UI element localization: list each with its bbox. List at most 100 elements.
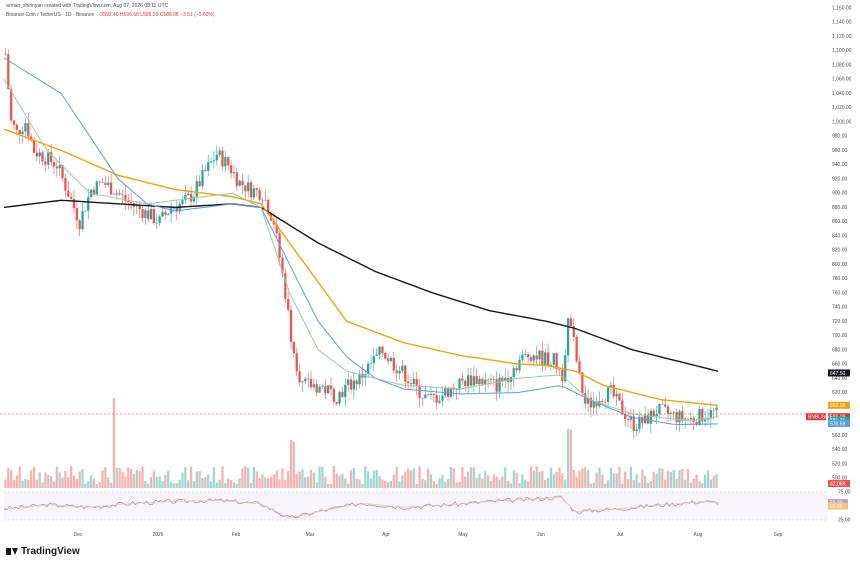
moving-average-line	[3, 128, 719, 407]
candle-body	[421, 397, 424, 399]
candle-body	[512, 368, 515, 378]
candle-body	[449, 387, 453, 397]
time-axis[interactable]: Dec 2026 Feb Mar Apr May Jun Jul Aug Sep	[74, 532, 783, 538]
candle-body	[521, 354, 524, 360]
candle-body	[184, 195, 187, 201]
volume-bar	[304, 477, 307, 488]
volume-bar	[221, 466, 224, 488]
volume-bar	[581, 468, 584, 488]
volume-bar	[424, 480, 427, 488]
price-tick-label: 1,100.00	[832, 48, 852, 54]
candle-body	[409, 383, 413, 385]
volume-bar	[127, 467, 130, 488]
price-tick-label: 1,060.00	[832, 77, 852, 83]
volume-bar	[466, 471, 470, 488]
volume-bars	[4, 398, 718, 488]
candle-body	[646, 414, 650, 424]
volume-bar	[661, 468, 664, 488]
candle-body	[566, 318, 570, 356]
volume-bar	[272, 474, 276, 488]
candle-body	[244, 185, 247, 192]
time-tick-label: Sep	[774, 532, 783, 538]
candle-body	[189, 193, 193, 202]
candle-body	[484, 379, 487, 385]
candle-body	[641, 416, 644, 424]
volume-bar	[224, 483, 227, 488]
volume-bar	[638, 482, 641, 488]
candle-body	[209, 161, 213, 163]
volume-bar	[412, 468, 415, 488]
candle-body	[361, 373, 364, 378]
candle-body	[47, 152, 50, 165]
candle-body	[572, 326, 575, 337]
volume-bar	[558, 467, 561, 488]
volume-bar	[27, 479, 30, 488]
volume-bar	[361, 483, 364, 488]
volume-bar	[387, 482, 390, 488]
candle-body	[12, 120, 16, 125]
candle-body	[686, 418, 690, 420]
candle-body	[158, 216, 161, 223]
price-axis[interactable]: 1,160.00 1,140.00 1,120.00 1,100.00 1,080.00…	[832, 6, 852, 482]
volume-bar	[258, 478, 261, 488]
brand-name: TradingView	[21, 546, 80, 557]
candle-body	[144, 210, 147, 218]
volume-bar	[261, 474, 264, 488]
price-tick-label: 860.00	[832, 219, 848, 225]
price-tick-label: 1,040.00	[832, 91, 852, 97]
volume-bar	[7, 468, 10, 488]
candle-body	[115, 193, 118, 195]
volume-bar	[644, 475, 647, 488]
volume-bar	[709, 479, 712, 488]
volume-bar	[404, 472, 407, 488]
volume-bar	[478, 473, 481, 488]
candle-body	[584, 393, 587, 404]
volume-bar	[589, 483, 593, 488]
volume-bar	[498, 479, 501, 488]
volume-bar	[675, 479, 678, 488]
candle-body	[498, 377, 501, 392]
volume-bar	[435, 483, 438, 488]
volume-bar	[244, 466, 247, 488]
price-tag-label: 647.50	[830, 371, 846, 377]
time-tick-label: 2026	[152, 532, 163, 538]
volume-bar	[704, 474, 707, 488]
time-tick-label: Apr	[382, 532, 390, 538]
volume-bar	[701, 482, 704, 488]
candle-body	[444, 388, 447, 396]
volume-bar	[504, 467, 507, 488]
volume-bar	[152, 470, 156, 488]
candle-body	[586, 397, 590, 404]
candle-body	[481, 378, 484, 385]
volume-bar	[438, 478, 441, 488]
volume-bar	[684, 479, 687, 488]
volume-bar	[341, 473, 344, 488]
volume-bar	[144, 480, 147, 488]
symbol-legend[interactable]: Binance Coin / TetherUS · 1D · Binance O…	[6, 12, 215, 18]
candle-body	[486, 379, 490, 381]
volume-bar	[715, 473, 718, 488]
volume-bar	[41, 482, 44, 488]
volume-bar	[235, 483, 238, 488]
volume-tag-box	[828, 480, 850, 487]
volume-bar	[332, 466, 335, 488]
volume-bar	[546, 477, 550, 488]
price-tick-label: 660.00	[832, 362, 848, 368]
candle-body	[684, 418, 687, 420]
candle-body	[561, 369, 564, 382]
candle-body	[247, 182, 250, 192]
candle-body	[15, 124, 18, 130]
volume-bar	[552, 474, 555, 488]
candle-body	[135, 205, 138, 207]
rsi-band	[4, 492, 828, 520]
volume-bar	[449, 466, 453, 488]
candle-body	[49, 152, 53, 163]
candle-body	[618, 393, 621, 401]
candles	[4, 48, 718, 439]
candle-body	[681, 411, 684, 420]
candle-body	[318, 386, 321, 393]
candle-body	[469, 375, 473, 386]
volume-bar	[84, 483, 87, 488]
volume-bar	[572, 469, 575, 488]
